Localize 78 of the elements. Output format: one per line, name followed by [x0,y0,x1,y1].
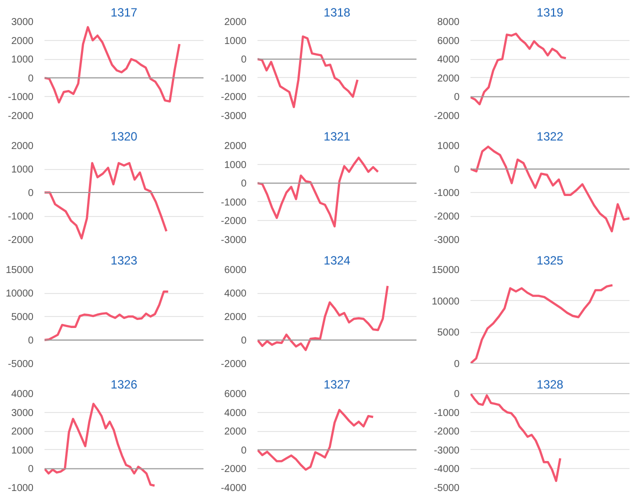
y-tick-label: 8000 [437,17,460,28]
chart-title: 1324 [324,254,351,268]
y-tick-label: -5000 [434,483,460,494]
y-tick-label: -2000 [434,426,460,438]
chart-title: 1325 [536,254,564,268]
y-tick-label: -1000 [8,92,34,104]
y-tick-label: 6000 [224,265,247,276]
y-tick-label: -2000 [434,212,460,222]
y-tick-label: 2000 [11,141,34,152]
y-tick-label: 1000 [224,36,247,47]
y-tick-label: 15000 [432,265,460,276]
y-tick-label: -2000 [220,359,247,370]
y-tick-label: 4000 [11,389,34,400]
y-tick-label: -2000 [220,216,247,228]
y-tick-label: -3000 [434,235,460,246]
y-tick-label: 5000 [437,328,460,339]
y-tick-label: -2000 [8,111,34,122]
y-tick-label: -1000 [8,483,34,494]
y-tick-label: 2000 [224,426,247,438]
y-tick-label: -2000 [8,235,34,246]
chart-title: 1322 [536,130,564,144]
y-tick-label: 0 [454,164,460,176]
chart-title: 1328 [536,378,564,392]
y-tick-label: -1000 [8,212,34,222]
y-tick-label: 2000 [11,426,34,438]
y-tick-label: -2000 [434,111,460,122]
y-tick-label: 15000 [6,265,34,276]
y-tick-label: 2000 [224,17,247,28]
y-tick-label: 6000 [437,36,460,47]
y-tick-label: 0 [454,92,460,104]
y-tick-label: 1000 [11,54,34,66]
y-tick-label: 4000 [224,408,247,419]
y-tick-label: -4000 [220,483,247,494]
chart-title: 1318 [324,6,351,20]
chart-title: 1326 [110,378,138,392]
y-tick-label: 1000 [11,445,34,456]
y-tick-label: 0 [28,336,34,346]
y-tick-label: -3000 [220,235,247,246]
y-tick-label: 6000 [224,389,247,400]
y-tick-label: 0 [240,178,247,190]
chart-title: 1319 [536,6,564,20]
y-tick-label: 0 [28,73,34,84]
y-tick-label: 1000 [437,141,460,152]
chart-title: 1327 [324,378,351,392]
y-tick-label: -2000 [220,92,247,104]
chart-title: 1320 [110,130,138,144]
y-tick-label: -3000 [220,111,247,122]
y-tick-label: 1000 [11,164,34,176]
y-tick-label: -1000 [434,188,460,199]
chart-title: 1317 [110,6,138,20]
chart-title: 1321 [324,130,351,144]
y-tick-label: 5000 [11,312,34,323]
y-tick-label: -4000 [434,464,460,476]
y-tick-label: -5000 [8,359,34,370]
y-tick-label: 1000 [224,160,247,171]
y-tick-label: 10000 [432,296,460,308]
y-tick-label: 2000 [224,312,247,323]
y-tick-label: 0 [240,445,247,456]
y-tick-label: 3000 [11,17,34,28]
y-tick-label: 2000 [11,36,34,47]
y-tick-label: 4000 [437,54,460,66]
y-tick-label: 0 [454,359,460,370]
y-tick-label: 10000 [6,288,34,300]
y-tick-label: -3000 [434,445,460,456]
y-tick-label: 0 [28,464,34,476]
y-tick-label: 0 [28,188,34,199]
y-tick-label: -1000 [220,197,247,208]
y-tick-label: -1000 [434,408,460,419]
y-tick-label: 2000 [224,141,247,152]
y-tick-label: -2000 [220,464,247,476]
y-tick-label: 0 [454,389,460,400]
y-tick-label: 4000 [224,288,247,300]
y-tick-label: 0 [240,336,247,346]
y-tick-label: 2000 [437,73,460,84]
y-tick-label: -1000 [220,73,247,84]
chart-title: 1323 [110,254,138,268]
y-tick-label: 0 [240,54,247,66]
y-tick-label: 3000 [11,408,34,419]
